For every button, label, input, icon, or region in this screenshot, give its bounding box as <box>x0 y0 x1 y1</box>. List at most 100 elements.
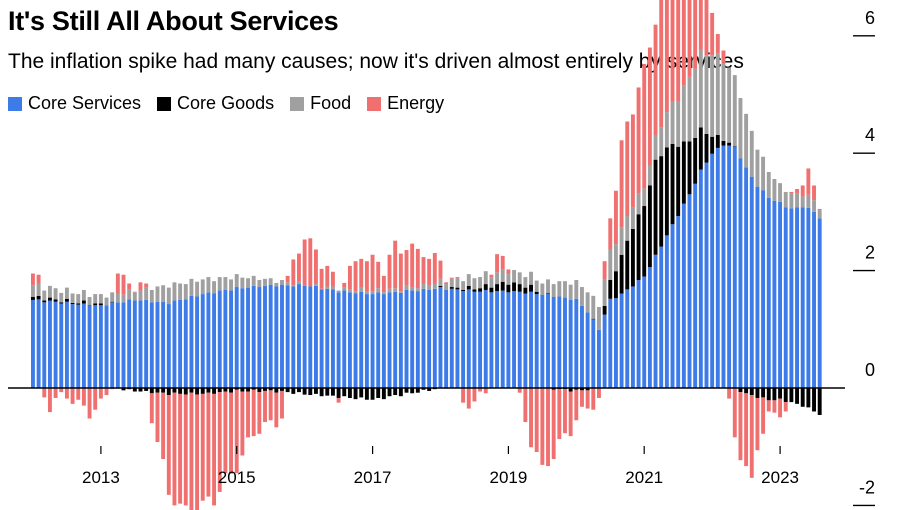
bar-core-services <box>704 162 709 388</box>
legend-item-core-goods: Core Goods <box>157 93 274 114</box>
bar-core-goods <box>693 137 698 184</box>
bar-core-services <box>410 290 415 388</box>
bar-energy <box>693 0 698 69</box>
bar-core-services <box>574 298 579 388</box>
bar-food <box>195 281 200 297</box>
bar-core-goods <box>36 295 41 300</box>
bar-food <box>681 85 686 142</box>
bar-energy <box>189 392 194 510</box>
bar-energy <box>744 393 749 467</box>
bar-food <box>415 288 420 292</box>
bar-energy <box>568 391 573 437</box>
bar-energy <box>557 389 562 440</box>
bar-food <box>359 287 364 292</box>
bar-food <box>421 283 426 289</box>
bar-core-services <box>681 203 686 388</box>
bar-core-services <box>319 289 324 388</box>
bar-energy <box>308 238 313 287</box>
bar-core-services <box>647 267 652 388</box>
bar-core-services <box>625 289 630 388</box>
bar-core-services <box>325 288 330 388</box>
bar-core-services <box>149 302 154 388</box>
bar-energy <box>478 388 483 392</box>
bar-core-goods <box>580 388 584 391</box>
bar-core-services <box>342 290 347 388</box>
bar-core-goods <box>681 141 686 204</box>
bar-core-services <box>812 211 816 388</box>
bar-food <box>398 291 403 293</box>
bar-core-services <box>387 292 392 388</box>
bar-food <box>789 193 794 209</box>
bar-energy <box>217 392 222 492</box>
bar-food <box>500 269 505 282</box>
bar-core-goods <box>212 388 217 394</box>
bar-energy <box>687 0 692 77</box>
bar-energy <box>608 218 613 250</box>
bar-core-services <box>478 291 483 388</box>
bar-food <box>229 279 233 291</box>
bar-core-goods <box>806 388 811 408</box>
bar-core-services <box>449 288 454 388</box>
bar-core-services <box>563 297 567 388</box>
bar-food <box>59 292 64 303</box>
bar-food <box>506 274 511 285</box>
bar-core-services <box>364 294 369 388</box>
bar-core-services <box>76 304 81 388</box>
bar-core-goods <box>551 388 556 390</box>
bar-energy <box>766 400 771 412</box>
bar-core-services <box>393 291 398 388</box>
bar-core-goods <box>280 388 284 391</box>
bar-core-services <box>466 289 471 388</box>
bar-core-services <box>314 285 318 388</box>
bar-core-goods <box>727 142 732 146</box>
bar-energy <box>132 291 137 293</box>
bar-food <box>285 282 290 286</box>
bar-energy <box>427 258 432 286</box>
bar-energy <box>529 388 533 448</box>
bar-core-services <box>659 246 664 388</box>
bar-energy <box>574 389 579 421</box>
bar-core-services <box>534 294 539 388</box>
bar-core-goods <box>387 388 392 397</box>
bar-food <box>325 286 330 289</box>
bar-core-goods <box>161 388 166 393</box>
legend-label-core-services: Core Services <box>28 93 142 113</box>
bar-energy <box>449 277 454 279</box>
bar-core-goods <box>342 388 347 397</box>
bar-core-services <box>330 289 335 388</box>
bar-energy <box>749 395 754 478</box>
bar-energy <box>783 402 788 412</box>
x-tick-label: 2021 <box>625 468 663 487</box>
bar-core-services <box>597 329 601 388</box>
chart-title: It's Still All About Services <box>8 6 339 36</box>
bar-core-goods <box>98 303 103 306</box>
bar-energy <box>223 391 228 474</box>
bar-core-goods <box>455 287 460 290</box>
bar-core-goods <box>132 388 137 392</box>
bar-core-services <box>308 286 313 388</box>
bar-energy <box>47 388 52 413</box>
bar-energy <box>647 47 652 166</box>
bar-core-services <box>127 299 132 388</box>
bar-core-services <box>693 183 698 388</box>
bar-energy <box>398 253 403 292</box>
bar-food <box>240 277 245 289</box>
bar-core-services <box>31 299 35 388</box>
bar-core-services <box>653 254 658 388</box>
bar-core-goods <box>783 388 788 403</box>
bar-core-goods <box>568 388 573 392</box>
bar-energy <box>551 389 556 460</box>
bar-food <box>523 277 528 288</box>
bar-core-goods <box>670 143 675 225</box>
bar-energy <box>630 114 635 208</box>
bar-core-services <box>438 287 443 388</box>
y-tick-label: -2 <box>859 477 875 497</box>
bar-energy <box>76 388 81 400</box>
chart-subtitle: The inflation spike had many causes; now… <box>8 50 744 73</box>
bar-core-services <box>240 288 245 388</box>
bar-food <box>557 281 562 297</box>
bar-food <box>364 291 369 295</box>
bar-core-services <box>87 305 92 388</box>
bar-core-services <box>285 285 290 388</box>
bar-core-goods <box>263 388 267 391</box>
